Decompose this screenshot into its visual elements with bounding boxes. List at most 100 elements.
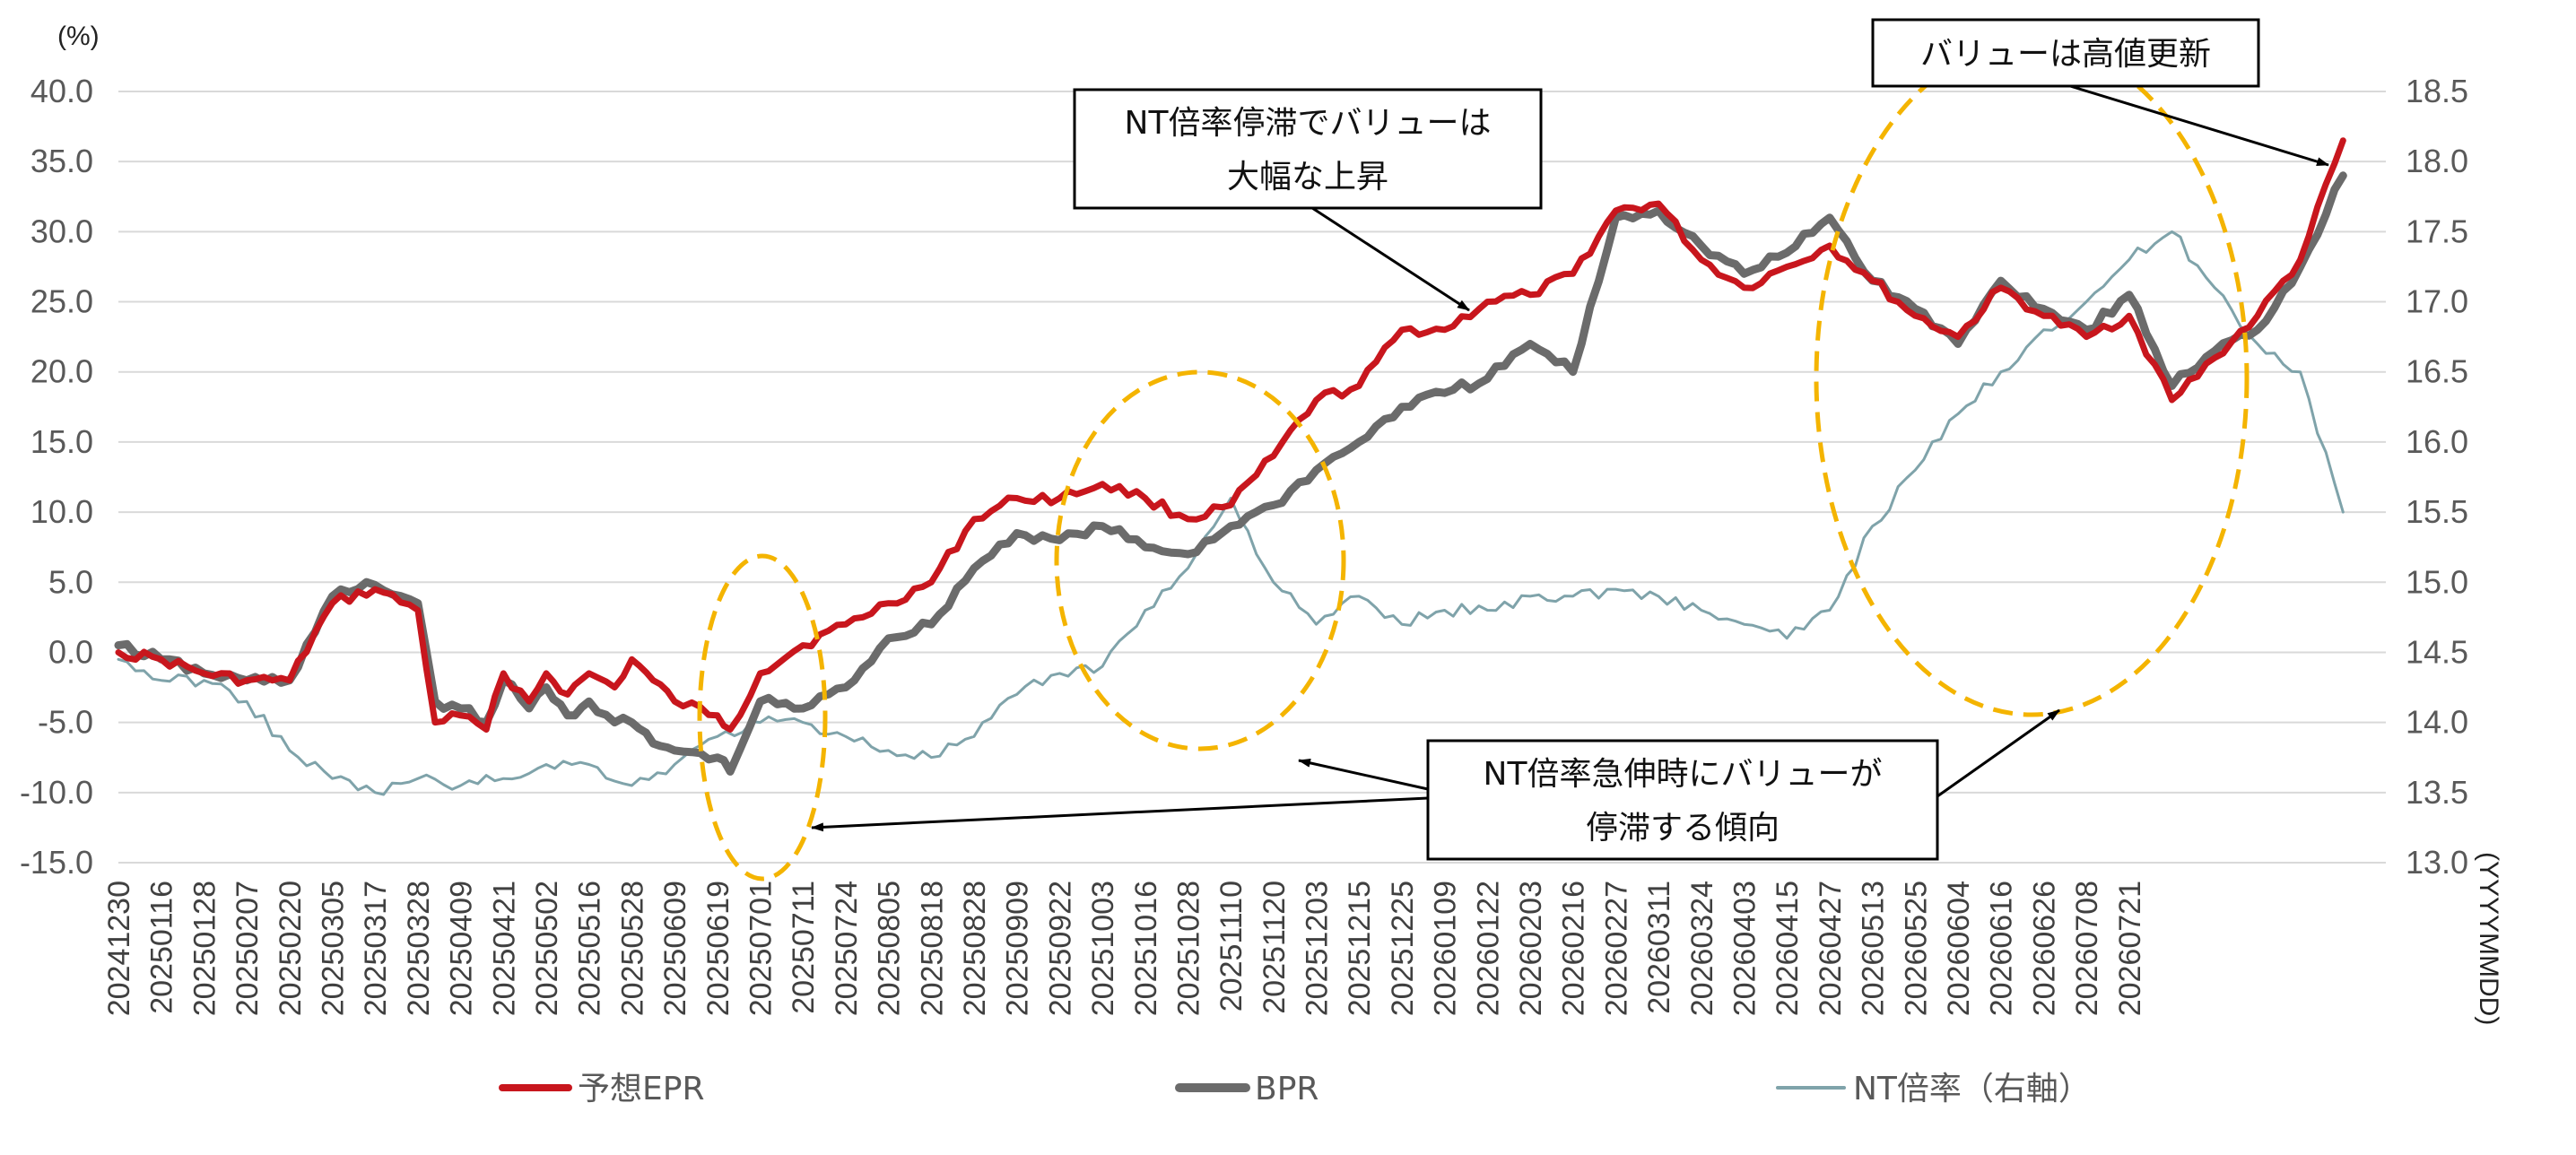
annotation-arrow — [1309, 204, 1470, 312]
x-tick-label: 20251225 — [1386, 881, 1420, 1016]
y-tick-label: 25.0 — [30, 283, 93, 320]
y2-axis: 18.5 18.0 17.5 17.0 16.5 16.0 15.5 15.0 14.5 14.0… — [2406, 73, 2468, 881]
x-tick-label: 20241230 — [102, 881, 136, 1016]
y-tick-label: -10.0 — [20, 774, 93, 811]
y2-tick-label: 16.5 — [2406, 353, 2468, 390]
x-tick-label: 20260403 — [1728, 881, 1762, 1016]
x-tick-label: 20260324 — [1685, 881, 1719, 1016]
annotation-arrow — [811, 796, 1429, 832]
legend-label: NT倍率（右軸） — [1853, 1071, 2091, 1107]
x-tick-label: 20250128 — [187, 881, 222, 1016]
annotation-top-right-text: バリューは高値更新 — [1920, 36, 2211, 73]
y-tick-label: 10.0 — [30, 493, 93, 530]
x-tick-label: 20260109 — [1429, 881, 1463, 1016]
highlight-ellipse — [1054, 369, 1346, 751]
y-tick-label: 15.0 — [30, 423, 93, 460]
x-tick-label: 20250328 — [402, 881, 436, 1016]
x-tick-label: 20250805 — [873, 881, 907, 1016]
y2-tick-label: 13.5 — [2406, 774, 2468, 811]
y-tick-label: -5.0 — [38, 704, 93, 741]
x-tick-label: 20250909 — [1001, 881, 1035, 1016]
x-tick-label: 20250711 — [787, 881, 821, 1014]
y-tick-label: 20.0 — [30, 353, 93, 390]
x-tick-label: 20251203 — [1301, 881, 1335, 1016]
x-tick-label: 20250828 — [958, 881, 992, 1016]
highlight-ellipse — [697, 553, 828, 881]
x-tick-label: 20250609 — [658, 881, 692, 1016]
annotation-bottom-text: NT倍率急伸時にバリューが — [1484, 756, 1883, 793]
grid — [118, 91, 2386, 864]
annotation-arrow — [2058, 81, 2329, 167]
x-tick-label: 20250922 — [1043, 881, 1077, 1016]
series — [114, 137, 2347, 796]
legend-label: BPR — [1255, 1071, 1318, 1107]
annotation-top-center-box — [1073, 88, 1543, 210]
y2-tick-label: 18.0 — [2406, 143, 2468, 179]
x-tick-label: 20251215 — [1343, 881, 1377, 1016]
x-tick-label: 20260311 — [1642, 881, 1676, 1014]
x-tick-label: 20260721 — [2113, 881, 2147, 1016]
annotation-top-center-text: NT倍率停滞でバリューは — [1125, 105, 1492, 142]
y2-tick-label: 13.0 — [2406, 844, 2468, 881]
x-tick-label: 20250724 — [830, 881, 864, 1016]
y-tick-label: 35.0 — [30, 143, 93, 179]
x-tick-label: 20260415 — [1771, 881, 1805, 1016]
y-tick-label: 5.0 — [48, 563, 93, 600]
legend: 予想EPR BPR NT倍率（右軸） — [499, 1071, 2091, 1107]
annotation-top-center-text: 大幅な上昇 — [1227, 159, 1388, 195]
y-tick-label: 40.0 — [30, 73, 93, 109]
x-tick-label: 20250421 — [487, 881, 521, 1016]
series-line — [117, 230, 2345, 796]
y2-tick-label: 15.5 — [2406, 493, 2468, 530]
x-tick-label: 20260216 — [1557, 881, 1591, 1016]
x-tick-label: 20250317 — [359, 881, 393, 1016]
y-tick-label: 30.0 — [30, 213, 93, 249]
x-tick-label: 20260122 — [1471, 881, 1505, 1016]
x-axis: 20241230 20250116 20250128 20250207 20250220… — [102, 852, 2503, 1025]
annotation-top-right-box — [1871, 18, 2260, 88]
x-tick-label: 20250701 — [744, 881, 778, 1016]
x-tick-label: 20251003 — [1086, 881, 1120, 1016]
annotation-arrow — [1936, 708, 2060, 798]
x-tick-label: 20250516 — [573, 881, 607, 1016]
legend-label: 予想EPR — [578, 1071, 704, 1107]
series-line — [114, 171, 2347, 776]
annotation-bottom-text: 停滞する傾向 — [1586, 810, 1780, 847]
x-tick-label: 20250818 — [915, 881, 949, 1016]
x-tick-label: 20260203 — [1514, 881, 1548, 1016]
x-unit-label: (YYYYMMDD) — [2474, 852, 2503, 1025]
x-tick-label: 20250116 — [145, 881, 179, 1014]
y-axis: 40.0 35.0 30.0 25.0 20.0 15.0 10.0 5.0 0.0 -5.0 -1… — [20, 73, 93, 881]
x-tick-label: 20260227 — [1599, 881, 1633, 1016]
x-tick-label: 20251120 — [1258, 881, 1292, 1014]
y2-tick-label: 18.5 — [2406, 73, 2468, 109]
y2-tick-label: 17.0 — [2406, 283, 2468, 320]
series-line — [115, 137, 2346, 733]
x-tick-label: 20260626 — [2027, 881, 2061, 1016]
y2-tick-label: 15.0 — [2406, 563, 2468, 600]
x-tick-label: 20260525 — [1899, 881, 1933, 1016]
annotation-arrow — [1298, 758, 1429, 791]
x-tick-label: 20250619 — [701, 881, 735, 1016]
x-tick-label: 20260513 — [1857, 881, 1891, 1016]
x-tick-label: 20251110 — [1214, 881, 1249, 1012]
y2-tick-label: 14.5 — [2406, 633, 2468, 670]
x-tick-label: 20260616 — [1985, 881, 2019, 1016]
annotation-bottom-box — [1426, 739, 1939, 861]
y2-tick-label: 16.0 — [2406, 423, 2468, 460]
x-tick-label: 20251016 — [1129, 881, 1163, 1016]
x-tick-label: 20250502 — [530, 881, 564, 1016]
x-tick-label: 20250305 — [316, 881, 350, 1016]
y-tick-label: 0.0 — [48, 633, 93, 670]
y-tick-label: -15.0 — [20, 844, 93, 881]
x-tick-label: 20250528 — [615, 881, 649, 1016]
x-tick-label: 20250220 — [274, 881, 308, 1016]
x-tick-label: 20250409 — [445, 881, 479, 1016]
y-unit-label: (%) — [57, 22, 100, 51]
x-tick-label: 20250207 — [231, 881, 265, 1016]
y2-tick-label: 17.5 — [2406, 213, 2468, 249]
y2-tick-label: 14.0 — [2406, 704, 2468, 741]
x-tick-label: 20260604 — [1942, 881, 1976, 1016]
